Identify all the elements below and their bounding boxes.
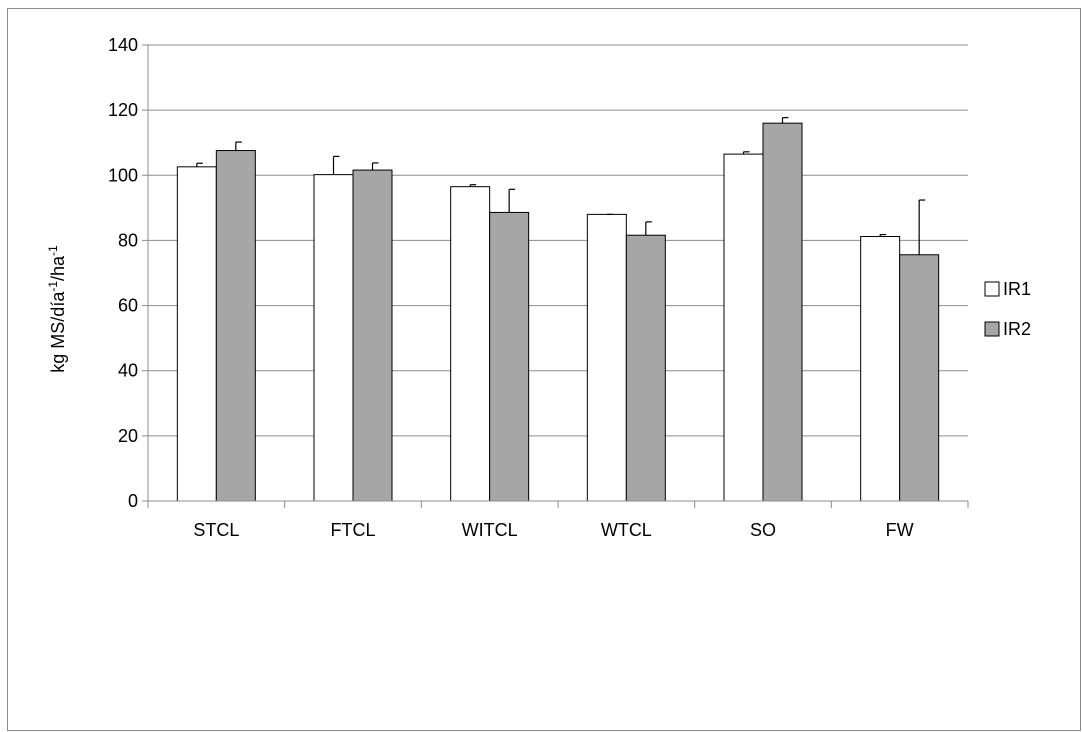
y-tick-label: 60 bbox=[118, 296, 138, 316]
legend-label-ir2: IR2 bbox=[1003, 319, 1031, 339]
bar-ir2-ftcl bbox=[352, 169, 393, 502]
bar-ir2-witcl bbox=[489, 211, 530, 502]
y-tick-label: 40 bbox=[118, 361, 138, 381]
x-tick-label: WITCL bbox=[462, 520, 518, 540]
y-tick-label: 20 bbox=[118, 426, 138, 446]
bar-ir1-wtcl bbox=[586, 213, 627, 502]
bar-ir2-so bbox=[762, 122, 803, 502]
legend: IR1 IR2 bbox=[984, 279, 1031, 339]
x-tick-labels: STCL FTCL WITCL WTCL SO FW bbox=[193, 520, 913, 540]
bar-ir2-stcl bbox=[215, 150, 256, 502]
bar-ir1-stcl bbox=[176, 166, 217, 502]
legend-swatch-ir2 bbox=[984, 321, 1000, 337]
y-axis-label: kg MS/día-1/ha-1 bbox=[46, 245, 68, 373]
gridlines bbox=[148, 44, 968, 437]
legend-swatch-ir1 bbox=[984, 281, 1000, 297]
chart-frame: 0 20 40 60 80 100 120 140 STCL FTCL WITCL WTCL SO FW… bbox=[7, 8, 1081, 731]
bar-chart: 0 20 40 60 80 100 120 140 STCL FTCL WITCL WTCL SO FW… bbox=[46, 35, 1031, 540]
bar-ir2-wtcl bbox=[625, 234, 666, 502]
bar-ir1-so bbox=[723, 153, 764, 502]
x-tick-label: SO bbox=[750, 520, 776, 540]
bar-ir1-fw bbox=[860, 236, 901, 502]
bars-group bbox=[176, 117, 940, 502]
y-tick-label: 120 bbox=[108, 100, 138, 120]
x-tick-label: FW bbox=[886, 520, 914, 540]
bar-ir1-witcl bbox=[450, 186, 491, 502]
y-tick-label: 100 bbox=[108, 165, 138, 185]
y-tick-label: 80 bbox=[118, 230, 138, 250]
x-tick-label: WTCL bbox=[601, 520, 652, 540]
axes-group bbox=[142, 44, 969, 508]
y-tick-label: 0 bbox=[128, 491, 138, 511]
bar-ir1-ftcl bbox=[313, 174, 354, 502]
x-tick-label: FTCL bbox=[331, 520, 376, 540]
y-tick-labels: 0 20 40 60 80 100 120 140 bbox=[108, 35, 138, 511]
x-tick-label: STCL bbox=[193, 520, 239, 540]
bar-ir2-fw bbox=[899, 254, 940, 502]
legend-label-ir1: IR1 bbox=[1003, 279, 1031, 299]
y-tick-label: 140 bbox=[108, 35, 138, 55]
